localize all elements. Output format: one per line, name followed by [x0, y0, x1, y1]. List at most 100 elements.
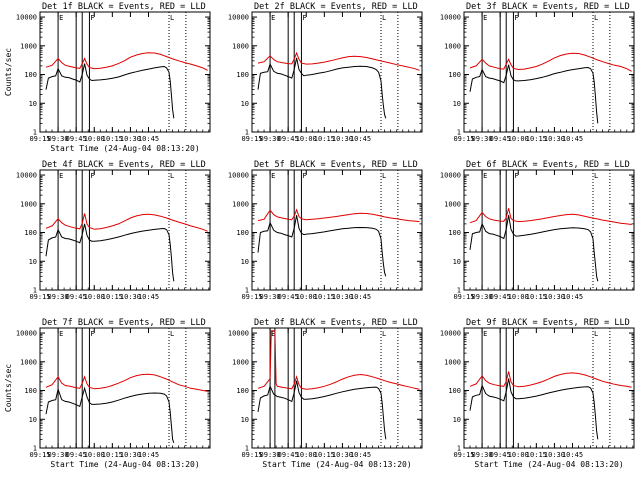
- x-tick-label: 09:45: [490, 451, 511, 459]
- x-axis-label: Start Time (24-Aug-04 08:13:20): [50, 460, 199, 469]
- x-tick-label: 09:45: [278, 135, 299, 143]
- panel-title: Det 5f BLACK = Events, RED = LLD: [254, 160, 418, 170]
- x-tick-label: 10:30: [332, 293, 353, 301]
- series-line-lld: [45, 52, 208, 71]
- y-tick-label: 1000: [444, 200, 461, 208]
- y-tick-label: 10: [29, 258, 37, 266]
- y-axis-label: Counts/sec: [4, 364, 13, 412]
- plot-frame: [251, 11, 423, 133]
- x-tick-label: 09:15: [453, 135, 474, 143]
- x-tick-label: 10:00: [296, 135, 317, 143]
- x-tick-label: 10:30: [120, 293, 141, 301]
- y-tick-label: 100: [24, 71, 37, 79]
- marker-letter: E: [271, 172, 275, 180]
- marker-letter: F: [90, 172, 94, 180]
- y-tick-label: 10: [241, 100, 249, 108]
- x-tick-label: 09:45: [66, 293, 87, 301]
- x-tick-label: 10:00: [508, 451, 529, 459]
- marker-letter: E: [271, 330, 275, 338]
- detector-panel-6: Det 6f BLACK = Events, RED = LLD 1 10 100 10…: [440, 160, 635, 301]
- detector-panel-9: Det 9f BLACK = Events, RED = LLD 1 10 100 10…: [440, 318, 635, 469]
- x-tick-label: 09:45: [278, 451, 299, 459]
- x-tick-label: 09:15: [241, 135, 262, 143]
- y-tick-label: 100: [24, 229, 37, 237]
- marker-letter: F: [514, 172, 518, 180]
- marker-letter: E: [483, 14, 487, 22]
- x-tick-label: 10:45: [350, 451, 371, 459]
- series-line-lld: [469, 371, 632, 388]
- marker-letter: L: [170, 172, 174, 180]
- series-line-events: [45, 63, 175, 119]
- panel-title: Det 8f BLACK = Events, RED = LLD: [254, 318, 418, 328]
- series-line-lld: [45, 213, 208, 232]
- x-tick-label: 09:45: [490, 135, 511, 143]
- detector-panel-4: Det 4f BLACK = Events, RED = LLD 1 10 100 10…: [16, 160, 211, 301]
- series-line-events: [469, 215, 599, 282]
- x-tick-label: 09:45: [490, 293, 511, 301]
- marker-letter: E: [59, 172, 63, 180]
- y-tick-label: 1000: [232, 200, 249, 208]
- x-tick-label: 10:00: [84, 135, 105, 143]
- series-line-lld: [257, 51, 420, 71]
- x-tick-label: 10:30: [120, 135, 141, 143]
- y-tick-label: 10: [29, 416, 37, 424]
- x-tick-label: 10:45: [350, 135, 371, 143]
- series-line-events: [469, 64, 599, 124]
- x-tick-label: 10:45: [350, 293, 371, 301]
- y-tick-label: 100: [236, 229, 249, 237]
- x-tick-label: 10:15: [526, 293, 547, 301]
- plot-frame: [251, 327, 423, 449]
- plot-frame: [39, 11, 211, 133]
- detector-panel-3: Det 3f BLACK = Events, RED = LLD 1 10 100 10…: [440, 2, 635, 143]
- plot-frame: [463, 327, 635, 449]
- x-tick-label: 09:45: [66, 135, 87, 143]
- panel-title: Det 2f BLACK = Events, RED = LLD: [254, 2, 418, 12]
- x-tick-label: 10:00: [84, 451, 105, 459]
- marker-letter: F: [302, 330, 306, 338]
- y-tick-label: 10000: [440, 14, 461, 22]
- x-tick-label: 10:45: [562, 293, 583, 301]
- x-tick-label: 10:00: [508, 135, 529, 143]
- x-tick-label: 10:30: [544, 293, 565, 301]
- y-tick-label: 1000: [444, 358, 461, 366]
- x-tick-label: 09:30: [260, 135, 281, 143]
- y-tick-label: 100: [24, 387, 37, 395]
- y-tick-label: 1000: [444, 42, 461, 50]
- panel-title: Det 9f BLACK = Events, RED = LLD: [466, 318, 630, 328]
- y-axis-label: Counts/sec: [4, 48, 13, 96]
- x-tick-label: 10:15: [526, 451, 547, 459]
- y-tick-label: 10: [453, 416, 461, 424]
- panel-title: Det 3f BLACK = Events, RED = LLD: [466, 2, 630, 12]
- marker-letter: L: [594, 14, 598, 22]
- x-tick-label: 09:30: [472, 135, 493, 143]
- detector-panel-8: Det 8f BLACK = Events, RED = LLD 1 10 100 10…: [228, 318, 423, 469]
- y-tick-label: 100: [448, 387, 461, 395]
- x-tick-label: 09:45: [66, 451, 87, 459]
- marker-letter: E: [483, 330, 487, 338]
- y-tick-label: 1000: [232, 358, 249, 366]
- y-tick-label: 1: [457, 287, 461, 295]
- series-line-lld: [257, 208, 420, 223]
- marker-letter: F: [302, 14, 306, 22]
- panel-title: Det 1f BLACK = Events, RED = LLD: [42, 2, 206, 12]
- x-tick-label: 09:30: [48, 293, 69, 301]
- x-tick-label: 10:30: [544, 135, 565, 143]
- x-tick-label: 10:45: [138, 135, 159, 143]
- marker-letter: F: [302, 172, 306, 180]
- x-tick-label: 09:30: [472, 293, 493, 301]
- x-tick-label: 10:45: [138, 451, 159, 459]
- y-tick-label: 10: [241, 258, 249, 266]
- series-line-events: [45, 386, 175, 444]
- series-line-events: [257, 215, 387, 277]
- marker-letter: L: [594, 172, 598, 180]
- marker-letter: F: [514, 330, 518, 338]
- x-tick-label: 09:30: [472, 451, 493, 459]
- marker-letter: L: [170, 14, 174, 22]
- marker-letter: L: [594, 330, 598, 338]
- x-tick-label: 10:15: [314, 293, 335, 301]
- x-tick-label: 09:15: [29, 135, 50, 143]
- x-tick-label: 10:15: [526, 135, 547, 143]
- x-tick-label: 10:15: [102, 293, 123, 301]
- y-tick-label: 100: [448, 229, 461, 237]
